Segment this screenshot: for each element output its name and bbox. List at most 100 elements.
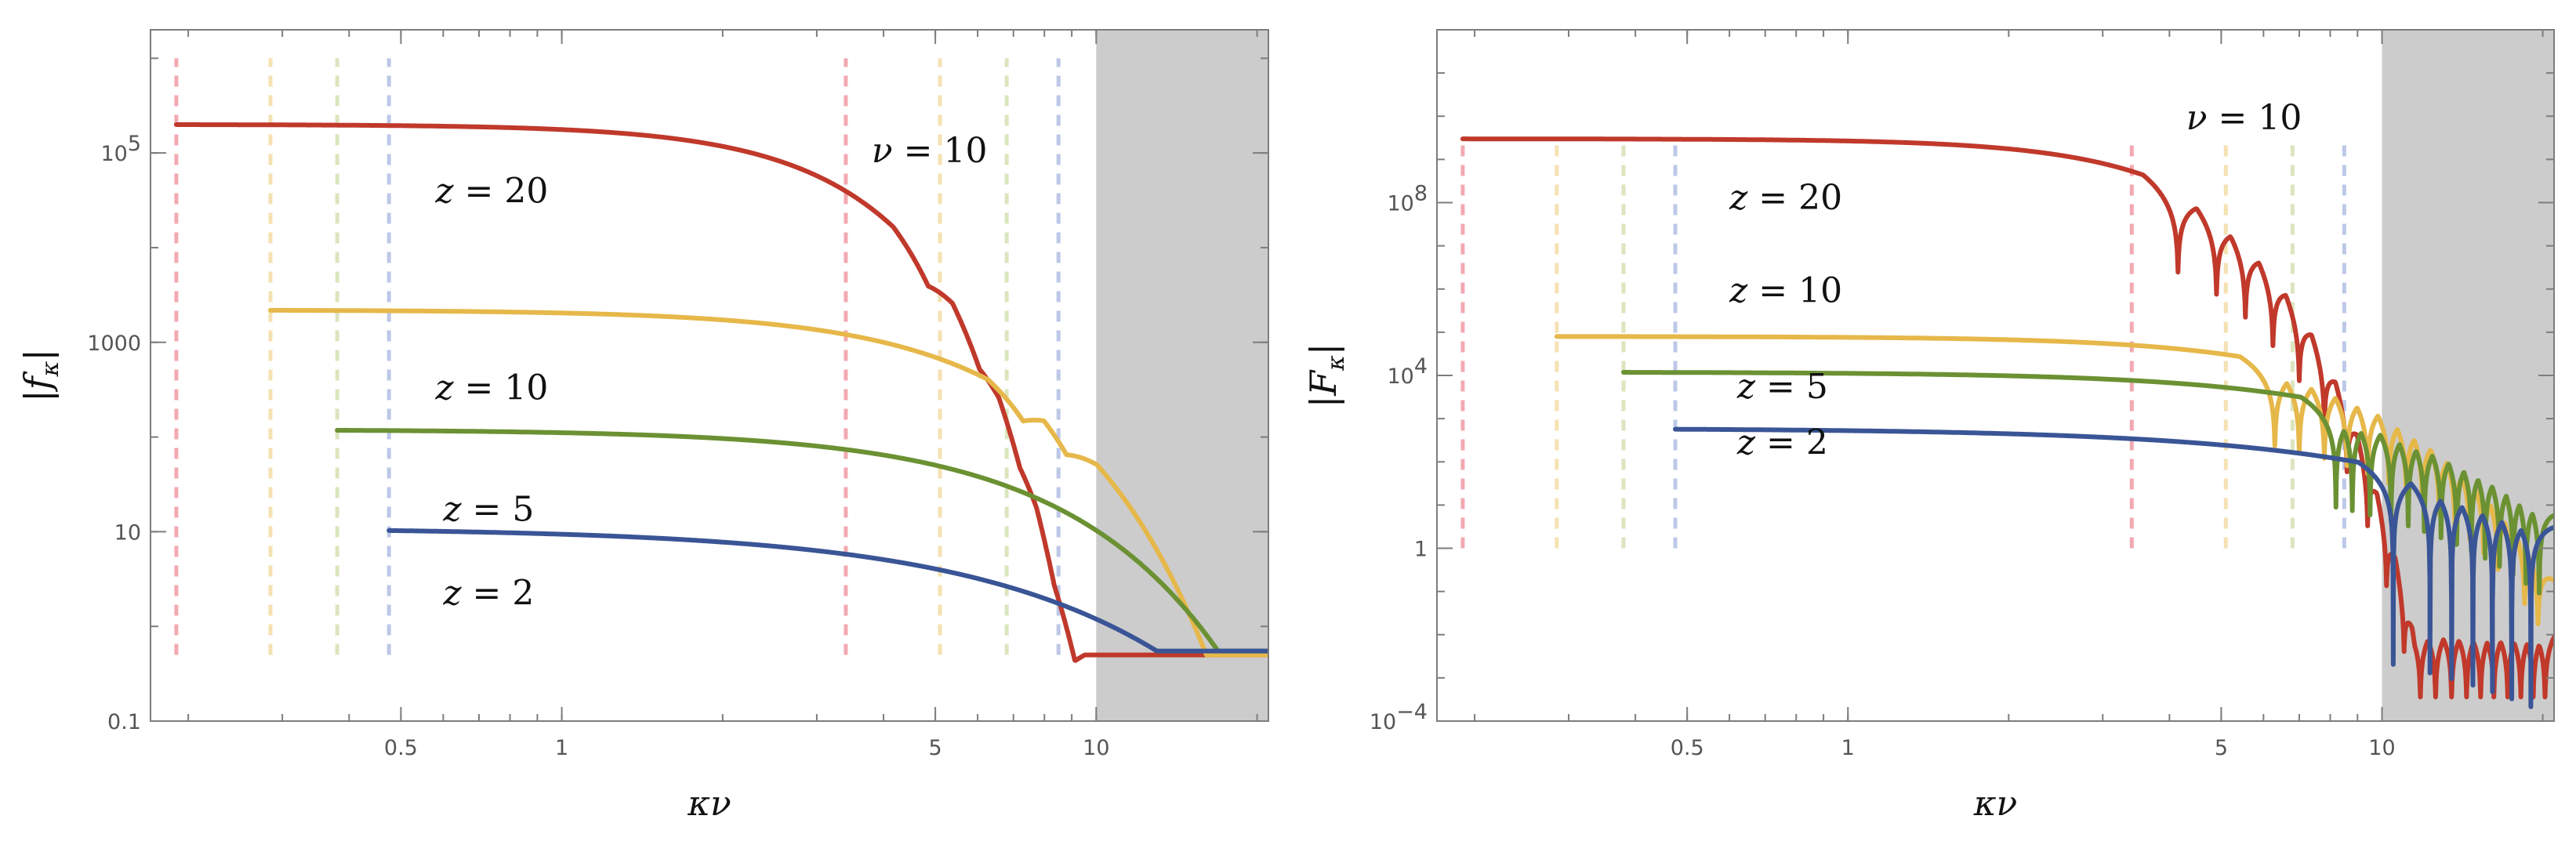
y-axis-label-symbol: F xyxy=(1302,369,1344,397)
series-line-z5 xyxy=(335,428,1268,654)
series-label-value: 20 xyxy=(1798,178,1842,218)
x-tick-label-text: 5 xyxy=(929,736,942,760)
y-tick-label-exponent: −4 xyxy=(1396,700,1428,724)
nu-annotation-symbol: ν xyxy=(872,131,893,171)
series-label-z: z xyxy=(1729,270,1748,310)
series-line-z20 xyxy=(173,122,1268,663)
y-tick-label: 104 xyxy=(1387,354,1428,389)
y-tick-label-text: 1 xyxy=(1414,538,1428,562)
nu-annotation-symbol: ν xyxy=(2186,98,2208,138)
y-axis-label-bar-left: | xyxy=(1302,396,1344,408)
x-axis-label-nu: ν xyxy=(710,784,731,824)
x-axis-label-kappa: κ xyxy=(687,784,710,824)
x-axis-label: κν xyxy=(1973,784,2018,824)
series-label: z = 20 xyxy=(1729,178,1842,218)
shaded-region xyxy=(2382,30,2554,721)
series-label-z: z xyxy=(1736,367,1756,407)
series-line-z10 xyxy=(268,307,1268,658)
x-tick-label-text: 5 xyxy=(2215,736,2228,760)
series-label: z = 5 xyxy=(1736,367,1828,407)
x-axis-label-kappa: κ xyxy=(1973,784,1997,824)
y-tick-label-text: 0.1 xyxy=(107,710,141,734)
y-axis-label: |Fκ| xyxy=(1302,343,1350,408)
series-label-z: z xyxy=(442,573,462,613)
series-label-z: z xyxy=(442,490,462,530)
series-label: z = 5 xyxy=(442,490,534,530)
x-tick-label-text: 0.5 xyxy=(384,736,418,760)
series-label-z: z xyxy=(1736,423,1756,463)
x-tick-label-text: 10 xyxy=(1083,736,1109,760)
series-label-z: z xyxy=(1729,178,1748,218)
series-label-z: z xyxy=(434,171,454,211)
y-tick-label: 10−4 xyxy=(1370,700,1428,734)
series-label-equals: = xyxy=(1755,367,1806,407)
series-label-equals: = xyxy=(454,368,505,408)
y-tick-label-text: 10 xyxy=(100,142,127,166)
x-axis-label: κν xyxy=(687,784,731,824)
shaded-region xyxy=(1096,30,1268,721)
nu-annotation-equals: = xyxy=(2208,98,2259,138)
nu-annotation: ν = 10 xyxy=(872,131,988,171)
x-axis-label-nu: ν xyxy=(1997,784,2018,824)
nu-annotation-equals: = xyxy=(893,131,944,171)
x-tick-label: 5 xyxy=(929,736,942,760)
y-tick-label: 1 xyxy=(1414,538,1428,562)
y-tick-label-text: 10 xyxy=(114,520,141,545)
y-tick-label-text: 1000 xyxy=(87,332,141,356)
y-tick-label: 10 xyxy=(114,520,141,545)
series-label: z = 2 xyxy=(1736,423,1828,463)
series-label-value: 2 xyxy=(512,573,534,613)
x-tick-label: 1 xyxy=(555,736,568,760)
y-tick-label-exponent: 5 xyxy=(128,132,141,156)
x-tick-label-text: 0.5 xyxy=(1671,736,1704,760)
y-tick-label-text: 10 xyxy=(1387,192,1413,216)
x-tick-label: 0.5 xyxy=(384,736,418,760)
series-label-value: 10 xyxy=(504,368,548,408)
y-tick-label-exponent: 8 xyxy=(1414,182,1428,206)
series-label-equals: = xyxy=(454,171,505,211)
series-label-equals: = xyxy=(1755,423,1806,463)
series-label: z = 20 xyxy=(434,171,548,211)
series-label-value: 5 xyxy=(1806,367,1828,407)
nu-annotation: ν = 10 xyxy=(2186,98,2302,138)
series-label-value: 2 xyxy=(1806,423,1828,463)
x-tick-label-text: 1 xyxy=(555,736,568,760)
y-axis-label-subscript: κ xyxy=(1322,355,1350,372)
y-tick-label: 108 xyxy=(1387,182,1428,216)
series-group xyxy=(173,122,1268,663)
y-axis-label: |fκ| xyxy=(16,349,64,402)
series-label-value: 5 xyxy=(512,490,534,530)
y-axis-label-bar-right: | xyxy=(1302,343,1344,356)
series-label-value: 10 xyxy=(1798,270,1842,310)
x-tick-label: 0.5 xyxy=(1671,736,1704,760)
x-tick-label-text: 1 xyxy=(1841,736,1855,760)
y-axis-label-bar-right: | xyxy=(16,349,59,361)
series-line-z2 xyxy=(386,527,1268,654)
y-tick-label-exponent: 4 xyxy=(1414,354,1428,379)
nu-annotation-value: 10 xyxy=(943,131,987,171)
y-tick-label: 0.1 xyxy=(107,710,141,734)
y-tick-label: 105 xyxy=(100,132,141,166)
y-tick-label: 1000 xyxy=(87,332,141,356)
series-line-z5 xyxy=(1621,370,2554,596)
series-label-equals: = xyxy=(1747,270,1798,310)
nu-annotation-value: 10 xyxy=(2258,98,2302,138)
plot-frame xyxy=(150,29,1269,722)
x-tick-label: 10 xyxy=(1083,736,1109,760)
series-line-z20 xyxy=(1460,136,2554,700)
series-label: z = 2 xyxy=(442,573,534,613)
x-tick-label: 1 xyxy=(1841,736,1855,760)
series-label-equals: = xyxy=(1747,178,1798,218)
y-tick-label-text: 10 xyxy=(1387,364,1413,389)
y-axis-label-subscript: κ xyxy=(37,361,64,377)
x-tick-label: 5 xyxy=(2215,736,2228,760)
y-tick-label-text: 10 xyxy=(1370,710,1396,734)
x-tick-label: 10 xyxy=(2368,736,2395,760)
y-axis-label-bar-left: | xyxy=(16,390,59,402)
series-label-equals: = xyxy=(462,573,513,613)
series-line-z2 xyxy=(1673,426,2554,709)
series-label-equals: = xyxy=(462,490,513,530)
